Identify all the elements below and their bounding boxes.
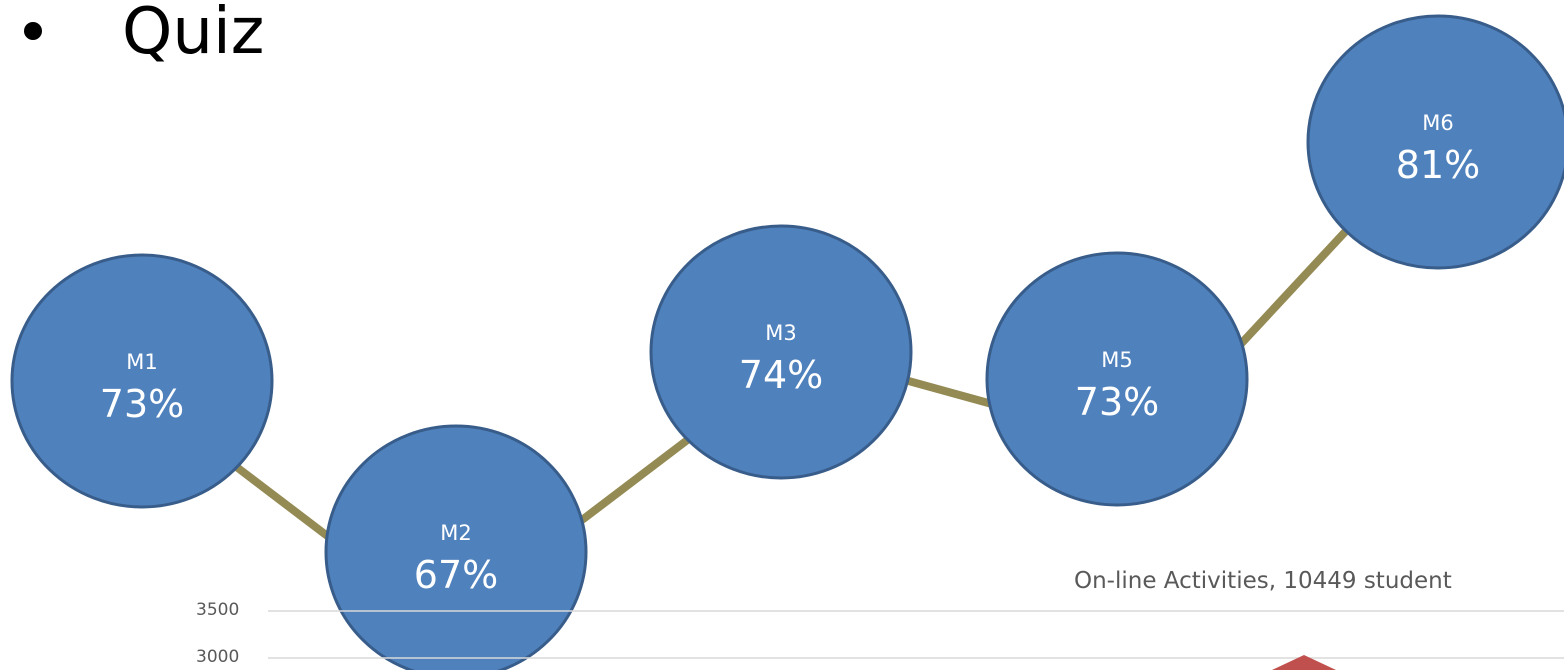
connectors bbox=[227, 215, 1361, 542]
node-value: 73% bbox=[1075, 380, 1159, 424]
node-label: M6 bbox=[1422, 111, 1453, 135]
node-circle bbox=[1306, 14, 1564, 270]
y-tick-label: 3500 bbox=[196, 600, 240, 620]
connector-line bbox=[903, 376, 994, 408]
node-circle bbox=[649, 224, 913, 480]
node-value: 73% bbox=[100, 382, 184, 426]
node-circle bbox=[10, 253, 274, 509]
node-label: M2 bbox=[440, 521, 471, 545]
node-value: 67% bbox=[414, 553, 498, 597]
partial-chart bbox=[268, 610, 1564, 670]
node-value: 81% bbox=[1396, 143, 1480, 187]
data-marker bbox=[1272, 655, 1336, 670]
node-circle bbox=[324, 424, 588, 670]
node-value: 74% bbox=[739, 353, 823, 397]
connector-line bbox=[579, 434, 693, 524]
bullet-text: Quiz bbox=[122, 0, 265, 69]
bullet-point-icon bbox=[24, 22, 42, 40]
node-circle bbox=[985, 251, 1249, 507]
connector-line bbox=[1236, 215, 1361, 349]
node-label: M3 bbox=[765, 321, 796, 345]
node-label: M1 bbox=[126, 350, 157, 374]
chart-title: On-line Activities, 10449 student bbox=[1074, 568, 1452, 594]
node-label: M5 bbox=[1101, 348, 1132, 372]
y-tick-label: 3000 bbox=[196, 647, 240, 667]
connector-line bbox=[227, 458, 333, 542]
